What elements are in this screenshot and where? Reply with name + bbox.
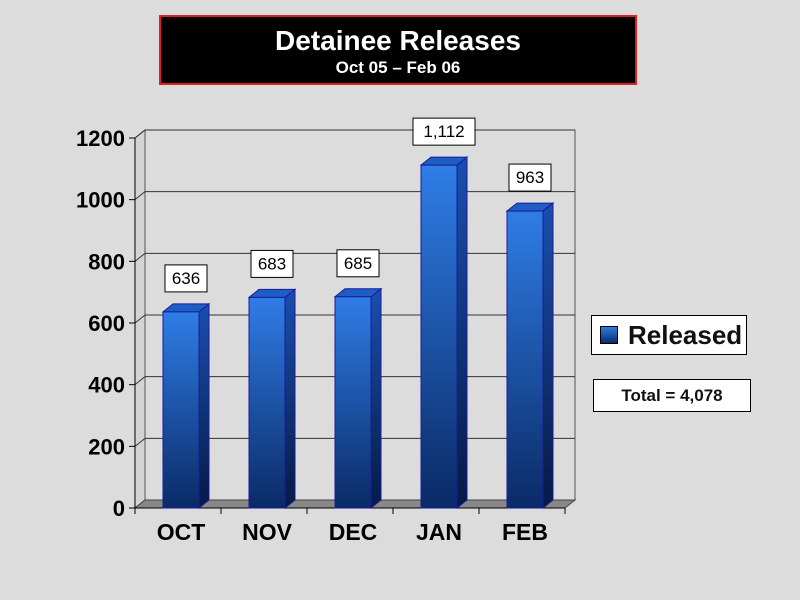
y-tick-label: 400 <box>88 373 125 398</box>
x-tick-label-dec: DEC <box>329 519 378 545</box>
legend-label-released: Released <box>628 319 743 350</box>
y-tick-label: 1000 <box>76 188 125 213</box>
data-label-box-dec <box>336 249 380 278</box>
legend: Released <box>591 315 747 355</box>
data-label-nov: 683 <box>258 254 286 273</box>
gridline-side <box>134 437 146 447</box>
bar-side-nov <box>284 288 296 510</box>
gridline-side <box>134 314 146 324</box>
bar-nov <box>248 296 286 509</box>
gridline-side <box>134 191 146 201</box>
y-tick-label: 600 <box>88 311 125 336</box>
data-label-oct: 636 <box>172 269 200 288</box>
data-label-box-nov <box>250 249 294 278</box>
gridline-side <box>134 129 146 139</box>
bar-dec <box>334 296 372 509</box>
bar-side-jan <box>456 156 468 510</box>
x-tick-label-jan: JAN <box>416 519 462 545</box>
gridline-side <box>134 252 146 262</box>
data-label-box-oct <box>164 264 208 293</box>
total-annotation: Total = 4,078 <box>593 379 751 412</box>
bar-oct <box>162 311 200 509</box>
chart-title-box: Detainee Releases Oct 05 – Feb 06 <box>159 15 637 85</box>
x-tick-label-nov: NOV <box>242 519 293 545</box>
data-label-box-feb <box>508 163 552 192</box>
bar-feb <box>506 210 544 509</box>
y-tick-label: 0 <box>113 496 125 521</box>
chart-title: Detainee Releases <box>275 25 521 56</box>
legend-swatch-released <box>600 326 618 344</box>
bar-side-feb <box>542 202 554 510</box>
chart-subtitle: Oct 05 – Feb 06 <box>335 58 461 77</box>
gridline-side <box>134 376 146 386</box>
y-tick-label: 1200 <box>76 126 125 151</box>
data-label-dec: 685 <box>344 254 372 273</box>
bar-side-oct <box>198 302 210 510</box>
y-tick-label: 200 <box>88 434 125 459</box>
data-label-feb: 963 <box>516 168 544 187</box>
data-label-jan: 1,112 <box>423 122 464 141</box>
bar-side-dec <box>370 287 382 510</box>
x-tick-label-feb: FEB <box>502 519 548 545</box>
bar-jan <box>420 164 458 509</box>
y-tick-label: 800 <box>88 249 125 274</box>
x-tick-label-oct: OCT <box>157 519 206 545</box>
data-label-box-jan <box>412 117 476 146</box>
